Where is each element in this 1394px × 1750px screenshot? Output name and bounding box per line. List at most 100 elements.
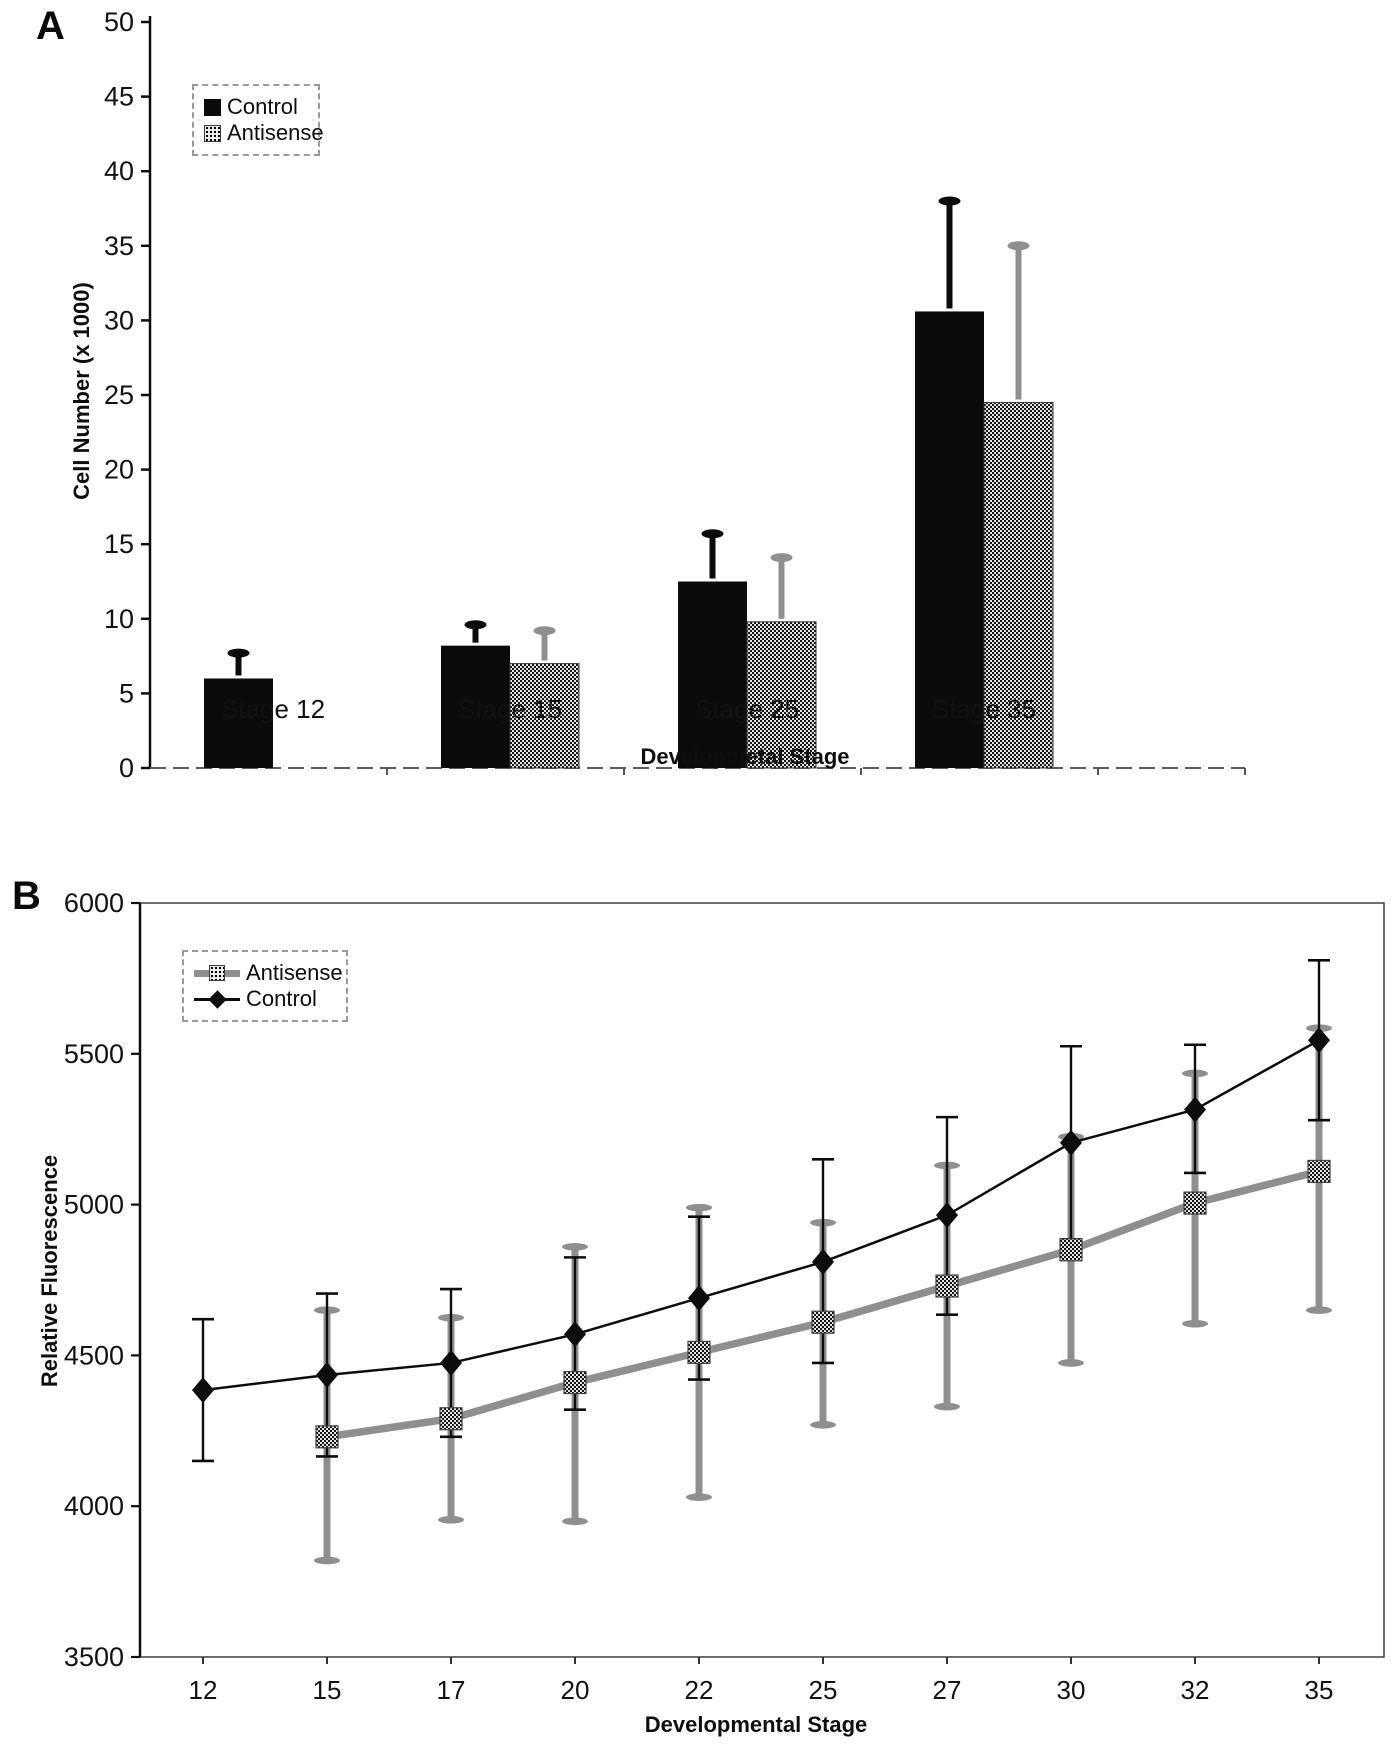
legend-a-item-antisense: Antisense [204,120,324,146]
x-tick-label: 35 [1305,1675,1334,1705]
x-category-label: Stage 12 [221,694,325,724]
error-cap-antisense [810,1420,836,1429]
control-line-swatch-icon [194,987,240,1011]
marker-control-diamond [192,1377,214,1404]
legend-b-item-antisense: Antisense [194,960,343,986]
panel-a-y-axis-title: Cell Number (x 1000) [69,282,94,500]
y-tick-label: 0 [119,753,134,783]
y-tick-label: 10 [104,604,134,634]
y-tick-label: 50 [104,7,134,37]
y-tick-label: 3500 [64,1642,124,1672]
antisense-swatch-icon [204,124,221,142]
error-cap-control [938,196,961,206]
legend-a-control-label: Control [227,94,298,119]
error-cap-antisense [562,1517,588,1526]
error-cap-antisense [314,1556,340,1565]
panel-a-legend: Control Antisense [192,84,324,156]
error-cap-control [464,620,487,630]
bar-control [915,311,984,768]
error-cap-antisense [438,1515,464,1524]
control-swatch-icon [204,98,221,116]
error-cap-antisense [1306,1306,1332,1314]
error-cap-antisense [686,1203,712,1212]
panel-a-chart: 0 5 10 15 20 25 30 35 40 45 50 Stage 12 Stage 15 Stag… [104,7,1246,783]
x-category-label: Stage 25 [695,694,799,724]
y-tick-label: 6000 [64,888,124,918]
y-tick-label: 45 [104,82,134,112]
y-tick-label: 30 [104,305,134,335]
y-tick-label: 25 [104,380,134,410]
error-cap-antisense [1058,1359,1084,1367]
marker-control-diamond [1184,1096,1206,1123]
legend-b-item-control: Control [194,986,336,1012]
panel-b-label: B [12,874,42,918]
control-line [202,1039,1320,1392]
error-cap-antisense [686,1493,712,1501]
bar-antisense [983,401,1054,769]
marker-control-diamond [936,1202,958,1229]
legend-a-item-control: Control [204,94,308,120]
y-tick-label: 35 [104,231,134,261]
marker-antisense-square [1307,1159,1331,1184]
marker-antisense-square [935,1274,959,1298]
error-cap-control [701,529,724,539]
marker-control-diamond [440,1349,462,1376]
marker-control-diamond [1060,1129,1082,1156]
error-cap-antisense [934,1402,960,1411]
y-tick-label: 15 [104,529,134,559]
x-tick-label: 32 [1181,1675,1210,1705]
panel-a-label: A [36,4,66,48]
y-tick-label: 5500 [64,1039,124,1069]
panel-a-x-axis-title: Developmetal Stage [640,744,850,769]
y-tick-label: 20 [104,455,134,485]
x-tick-label: 22 [685,1675,714,1705]
y-tick-label: 4500 [64,1340,124,1370]
x-tick-label: 12 [189,1675,218,1705]
marker-antisense-square [1059,1238,1083,1262]
marker-control-diamond [812,1248,834,1275]
panel-b-legend: Antisense Control [182,950,348,1022]
x-tick-label: 27 [933,1675,962,1705]
antisense-line-swatch-icon [194,961,240,985]
legend-b-control-label: Control [246,986,317,1011]
error-cap-antisense [1182,1319,1208,1328]
x-tick-label: 17 [437,1675,466,1705]
x-tick-label: 30 [1057,1675,1086,1705]
panel-b-y-axis-title: Relative Fluorescence [37,1154,62,1388]
x-category-label: Stage 35 [932,694,1036,724]
error-cap-antisense [1007,241,1030,251]
bar-control [441,645,510,768]
marker-antisense-square [563,1370,587,1395]
bar-control [204,678,273,768]
legend-b-antisense-label: Antisense [246,960,343,985]
x-category-label: Stage 15 [458,694,562,724]
error-cap-antisense [533,626,556,636]
legend-a-antisense-label: Antisense [227,120,324,145]
y-tick-label: 5 [119,678,134,708]
marker-control-diamond [564,1321,586,1348]
marker-antisense-square [811,1310,835,1334]
bar-control [678,581,747,768]
y-tick-label: 4000 [64,1491,124,1521]
y-tick-label: 40 [104,156,134,186]
x-tick-label: 20 [561,1675,590,1705]
error-cap-antisense [562,1243,588,1251]
marker-antisense-square [687,1340,711,1364]
marker-antisense-square [1183,1191,1207,1215]
panel-b-chart: 3500 4000 4500 5000 5500 6000 12 15 17 20 22 25 27 30… [64,888,1385,1705]
bar-antisense [746,621,817,769]
marker-antisense-square [315,1425,339,1449]
error-cap-antisense [770,553,793,563]
y-tick-label: 5000 [64,1190,124,1220]
marker-control-diamond [688,1285,710,1312]
marker-control-diamond [316,1362,338,1389]
marker-control-diamond [1308,1027,1330,1054]
x-tick-label: 25 [809,1675,838,1705]
bar-antisense [509,663,580,769]
panel-b-x-axis-title: Developmental Stage [644,1712,868,1737]
x-tick-label: 15 [313,1675,342,1705]
marker-antisense-square [439,1407,463,1431]
error-cap-control [227,648,250,658]
